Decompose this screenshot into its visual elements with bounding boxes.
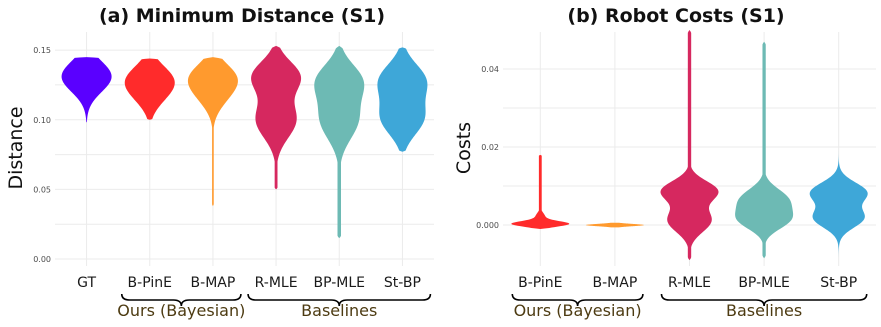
chart-title-b: (b) Robot Costs (S1) <box>567 5 784 27</box>
panel-minimum-distance: (a) Minimum Distance (S1) Distance 0.000… <box>5 5 434 320</box>
y-tick-label: 0.05 <box>33 185 51 194</box>
x-tick-label-b-map: B-MAP <box>593 275 638 291</box>
violin-b-map <box>187 57 238 207</box>
gridlines-a <box>55 32 434 266</box>
violin-st-bp <box>809 143 868 259</box>
y-tick-label: 0.00 <box>33 255 51 264</box>
group-annotations-a: Ours (Bayesian) Baselines <box>117 293 432 320</box>
violin-gt <box>61 57 112 123</box>
y-tick-labels-a: 0.00 0.05 0.10 0.15 <box>33 46 51 264</box>
violins-b <box>511 30 868 261</box>
violin-bp-mle <box>314 45 365 239</box>
violins-a <box>61 45 428 239</box>
x-tick-label-st-bp: St-BP <box>384 275 421 291</box>
x-tick-label-r-mle: R-MLE <box>668 275 711 291</box>
x-tick-label-bp-mle: BP-MLE <box>738 275 790 291</box>
x-tick-label-st-bp: St-BP <box>820 275 857 291</box>
x-tick-label-r-mle: R-MLE <box>255 275 298 291</box>
y-tick-label: 0.10 <box>33 116 51 125</box>
violin-r-mle <box>251 45 302 190</box>
violin-st-bp <box>377 47 428 152</box>
y-axis-label-a: Distance <box>5 106 27 189</box>
group-brace-baselines <box>247 293 432 307</box>
y-tick-labels-b: 0.000 0.02 0.04 <box>476 65 499 230</box>
group-label-ours-bayesian: Ours (Bayesian) <box>117 301 245 320</box>
x-tick-label-b-pine: B-PinE <box>518 275 562 291</box>
x-tick-label-b-pine: B-PinE <box>128 275 172 291</box>
violin-r-mle <box>660 30 719 261</box>
group-annotations-b: Ours (Bayesian) Baselines <box>511 293 868 320</box>
violin-b-pine <box>124 58 175 120</box>
x-tick-label-gt: GT <box>77 275 96 291</box>
x-tick-labels-a: GT B-PinE B-MAP R-MLE BP-MLE St-BP <box>77 275 421 291</box>
x-tick-label-b-map: B-MAP <box>191 275 236 291</box>
group-brace-baselines <box>660 293 868 307</box>
panel-robot-costs: (b) Robot Costs (S1) Costs 0.000 0.02 0.04… <box>453 5 876 320</box>
x-tick-label-bp-mle: BP-MLE <box>313 275 365 291</box>
y-tick-label: 0.04 <box>481 65 499 74</box>
y-tick-label: 0.000 <box>476 221 499 230</box>
x-tick-labels-b: B-PinE B-MAP R-MLE BP-MLE St-BP <box>518 275 857 291</box>
y-axis-label-b: Costs <box>453 122 475 174</box>
group-label-baselines: Baselines <box>726 301 802 320</box>
group-label-ours-bayesian: Ours (Bayesian) <box>514 301 642 320</box>
violin-b-pine <box>511 154 570 229</box>
violin-bp-mle <box>735 41 794 259</box>
y-tick-label: 0.15 <box>33 46 51 55</box>
group-brace-ours-bayesian <box>120 293 242 307</box>
group-label-baselines: Baselines <box>301 301 377 320</box>
y-tick-label: 0.02 <box>481 143 499 152</box>
group-brace-ours-bayesian <box>511 293 644 307</box>
violin-b-map <box>585 222 644 228</box>
chart-title-a: (a) Minimum Distance (S1) <box>99 5 385 27</box>
